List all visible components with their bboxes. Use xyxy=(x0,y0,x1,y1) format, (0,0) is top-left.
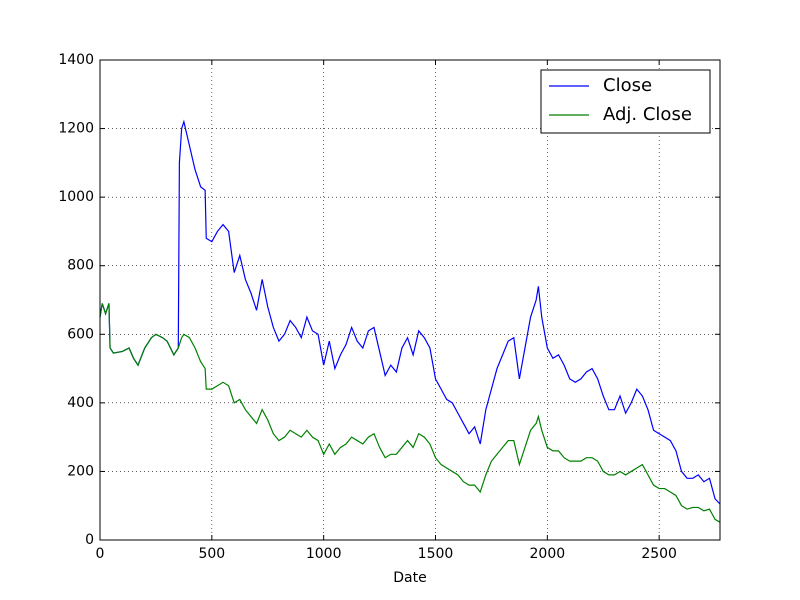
y-tick-label: 0 xyxy=(85,532,94,548)
legend-box xyxy=(540,69,711,134)
y-tick-label: 200 xyxy=(67,463,94,479)
x-tick-label: 2000 xyxy=(530,546,566,562)
line-series xyxy=(99,119,721,505)
y-tick-label: 1200 xyxy=(58,121,94,137)
legend-label: Close xyxy=(603,75,652,96)
x-tick-label: 0 xyxy=(96,546,105,562)
y-tick-label: 1400 xyxy=(58,52,94,68)
x-tick-label: 500 xyxy=(198,546,225,562)
y-tick-label: 1000 xyxy=(58,189,94,205)
x-tick-label: 2500 xyxy=(641,546,677,562)
x-tick-label: 1500 xyxy=(418,546,454,562)
legend-label: Adj. Close xyxy=(603,104,692,125)
x-axis-label: Date xyxy=(393,570,426,586)
y-tick-label: 400 xyxy=(67,395,94,411)
x-tick-label: 1000 xyxy=(306,546,342,562)
line-series xyxy=(99,303,721,523)
y-tick-label: 600 xyxy=(67,326,94,342)
y-tick-label: 800 xyxy=(67,258,94,274)
plot-frame xyxy=(99,59,721,541)
